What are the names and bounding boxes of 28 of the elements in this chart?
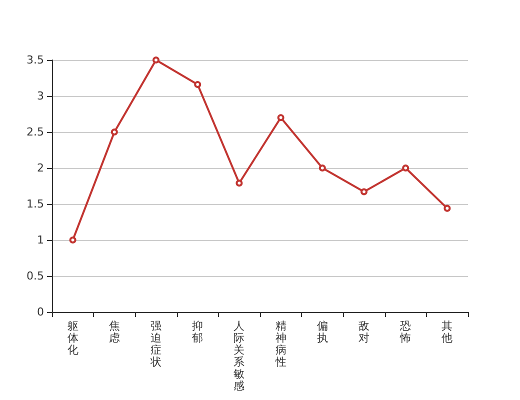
y-tick-label: 3.5 [26, 54, 44, 66]
point [277, 114, 284, 122]
x-tick-label: 精神病性 [274, 320, 286, 368]
y-tick-label: 3 [37, 90, 44, 102]
point [402, 164, 410, 172]
point [110, 128, 118, 136]
x-tick-label: 恐怖 [399, 320, 412, 344]
x-tick-label: 抑郁 [192, 320, 204, 344]
x-tick-label: 敌对 [358, 320, 370, 344]
x-tick-label: 人际关系敏感 [234, 320, 245, 392]
point [360, 188, 368, 196]
y-tick-label: 2.5 [26, 126, 44, 138]
x-tick-label: 焦虑 [108, 320, 120, 344]
x-tick-label: 其他 [442, 320, 453, 344]
y-tick-label: 1.5 [26, 198, 44, 210]
point [444, 204, 451, 212]
y-tick-label: 1 [37, 234, 44, 246]
x-tick-label: 躯体化 [67, 320, 78, 356]
y-tick-label: 0 [37, 306, 44, 318]
x-tick-label: 偏执 [316, 320, 328, 344]
x-tick-label: 强迫症状 [150, 320, 162, 368]
point [318, 164, 326, 172]
y-tick-label: 2 [37, 162, 44, 174]
y-tick-label: 0.5 [26, 270, 44, 282]
point [194, 80, 202, 88]
point [152, 56, 160, 64]
point [69, 236, 76, 244]
point [236, 180, 243, 187]
